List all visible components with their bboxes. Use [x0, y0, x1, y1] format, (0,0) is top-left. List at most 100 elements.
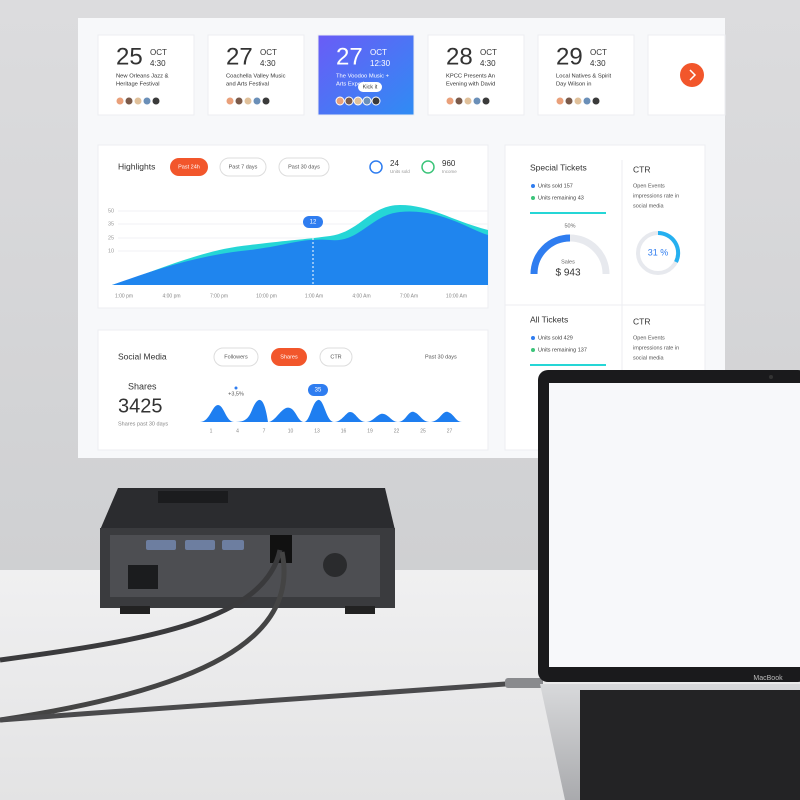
event-time: 4:30	[480, 59, 496, 68]
gauge-value: $ 943	[555, 268, 580, 279]
marker-label: 12	[310, 220, 317, 226]
event-title: KPCC Presents An	[446, 74, 495, 80]
y-tick-label: 25	[108, 235, 114, 241]
avatar	[555, 96, 565, 106]
marker-badge	[308, 384, 328, 396]
progress	[530, 364, 606, 366]
stat-label: Income	[442, 169, 457, 174]
x-label: 10:00 pm	[256, 293, 277, 299]
ctr-text: Open Events	[633, 335, 665, 341]
event-day: 25	[116, 43, 143, 70]
avatar	[124, 96, 134, 106]
kick-button-label: Kick it	[363, 84, 378, 90]
event-month: OCT	[590, 48, 607, 57]
usb-c-plug	[505, 678, 543, 688]
event-month: OCT	[480, 48, 497, 57]
panel-title: CTR	[633, 164, 650, 174]
bullet	[531, 196, 535, 200]
progress	[530, 212, 606, 214]
tab	[319, 347, 353, 367]
avatar	[481, 96, 491, 106]
tab	[213, 347, 259, 367]
range-label: Past 30 days	[425, 354, 457, 360]
event-title: The Voodoo Music +	[336, 74, 390, 80]
y-tick-label: 35	[108, 221, 114, 227]
avatar	[344, 96, 354, 106]
gauge-label: Sales	[561, 259, 575, 265]
event-title: Heritage Festival	[116, 82, 160, 88]
event-title: Local Natives & Spirit	[556, 74, 611, 80]
tab-label: Past 24h	[178, 164, 200, 170]
avatar	[445, 96, 455, 106]
ticket-item: Units remaining 43	[538, 195, 584, 201]
kick-button	[358, 82, 382, 92]
event-month: OCT	[260, 48, 277, 57]
ctr-text: social media	[633, 355, 665, 361]
panel-title: CTR	[633, 316, 650, 326]
gauge-fill	[530, 234, 571, 275]
event-day: 29	[556, 43, 583, 70]
avatar	[472, 96, 482, 106]
delta-label: +3,5%	[228, 391, 244, 397]
event-time: 4:30	[150, 59, 166, 68]
laptop: MacBook	[538, 370, 800, 800]
x-label: 7:00 pm	[210, 293, 228, 299]
share-peaks	[200, 399, 462, 422]
event-day: 28	[446, 43, 473, 70]
y-tick-label: 10	[108, 248, 114, 254]
cable	[0, 551, 287, 723]
bullet	[531, 184, 535, 188]
ticket-item: Units sold 157	[538, 183, 573, 189]
event-time: 12:30	[370, 59, 391, 68]
x-label: 4:00 pm	[162, 293, 180, 299]
event-title: and Arts Festival	[226, 82, 269, 88]
ctr-text: impressions rate in	[633, 193, 679, 199]
metric-value: 3425	[118, 395, 163, 417]
event-title: New Orleans Jazz &	[116, 74, 169, 80]
avatar	[225, 96, 235, 106]
avatar	[142, 96, 152, 106]
cable	[0, 549, 283, 663]
x-label: 19	[367, 428, 373, 434]
metric-sub: Shares past 30 days	[118, 421, 168, 427]
tab-label: Past 30 days	[288, 164, 320, 170]
event-time: 4:30	[590, 59, 606, 68]
delta-dot	[234, 386, 238, 390]
x-label: 16	[341, 428, 347, 434]
x-label: 25	[420, 428, 426, 434]
stat-value: 24	[390, 159, 399, 168]
avatar	[234, 96, 244, 106]
stat-ring	[369, 160, 383, 174]
event-day: 27	[336, 43, 363, 70]
x-label: 27	[447, 428, 453, 434]
x-label: 10:00 Am	[446, 293, 467, 299]
laptop-brand: MacBook	[753, 675, 783, 682]
event-time: 4:30	[260, 59, 276, 68]
next-arrow	[689, 69, 697, 81]
ctr-text: impressions rate in	[633, 345, 679, 351]
stat-value: 960	[442, 159, 456, 168]
event-title: Evening with David	[446, 82, 495, 88]
avatar	[261, 96, 271, 106]
gauge-percent: 50%	[564, 223, 575, 229]
avatar	[564, 96, 574, 106]
event-title: Day Wilson in	[556, 82, 591, 88]
cable	[0, 680, 521, 723]
event-title: Arts Experience	[336, 82, 377, 88]
bullet	[531, 348, 535, 352]
metric-name: Shares	[128, 381, 157, 391]
avatar	[353, 96, 363, 106]
event-day: 27	[226, 43, 253, 70]
ctr-value: 31 %	[648, 247, 669, 257]
avatar	[582, 96, 592, 106]
tab	[278, 157, 330, 177]
ticket-item: Units sold 429	[538, 335, 573, 341]
panel-title: Social Media	[118, 351, 167, 361]
marker-label: 35	[315, 388, 322, 394]
x-label: 13	[314, 428, 320, 434]
x-label: 1:00 pm	[115, 293, 133, 299]
ctr-ring-fill	[657, 230, 681, 263]
avatar	[454, 96, 464, 106]
area-front	[112, 211, 488, 285]
